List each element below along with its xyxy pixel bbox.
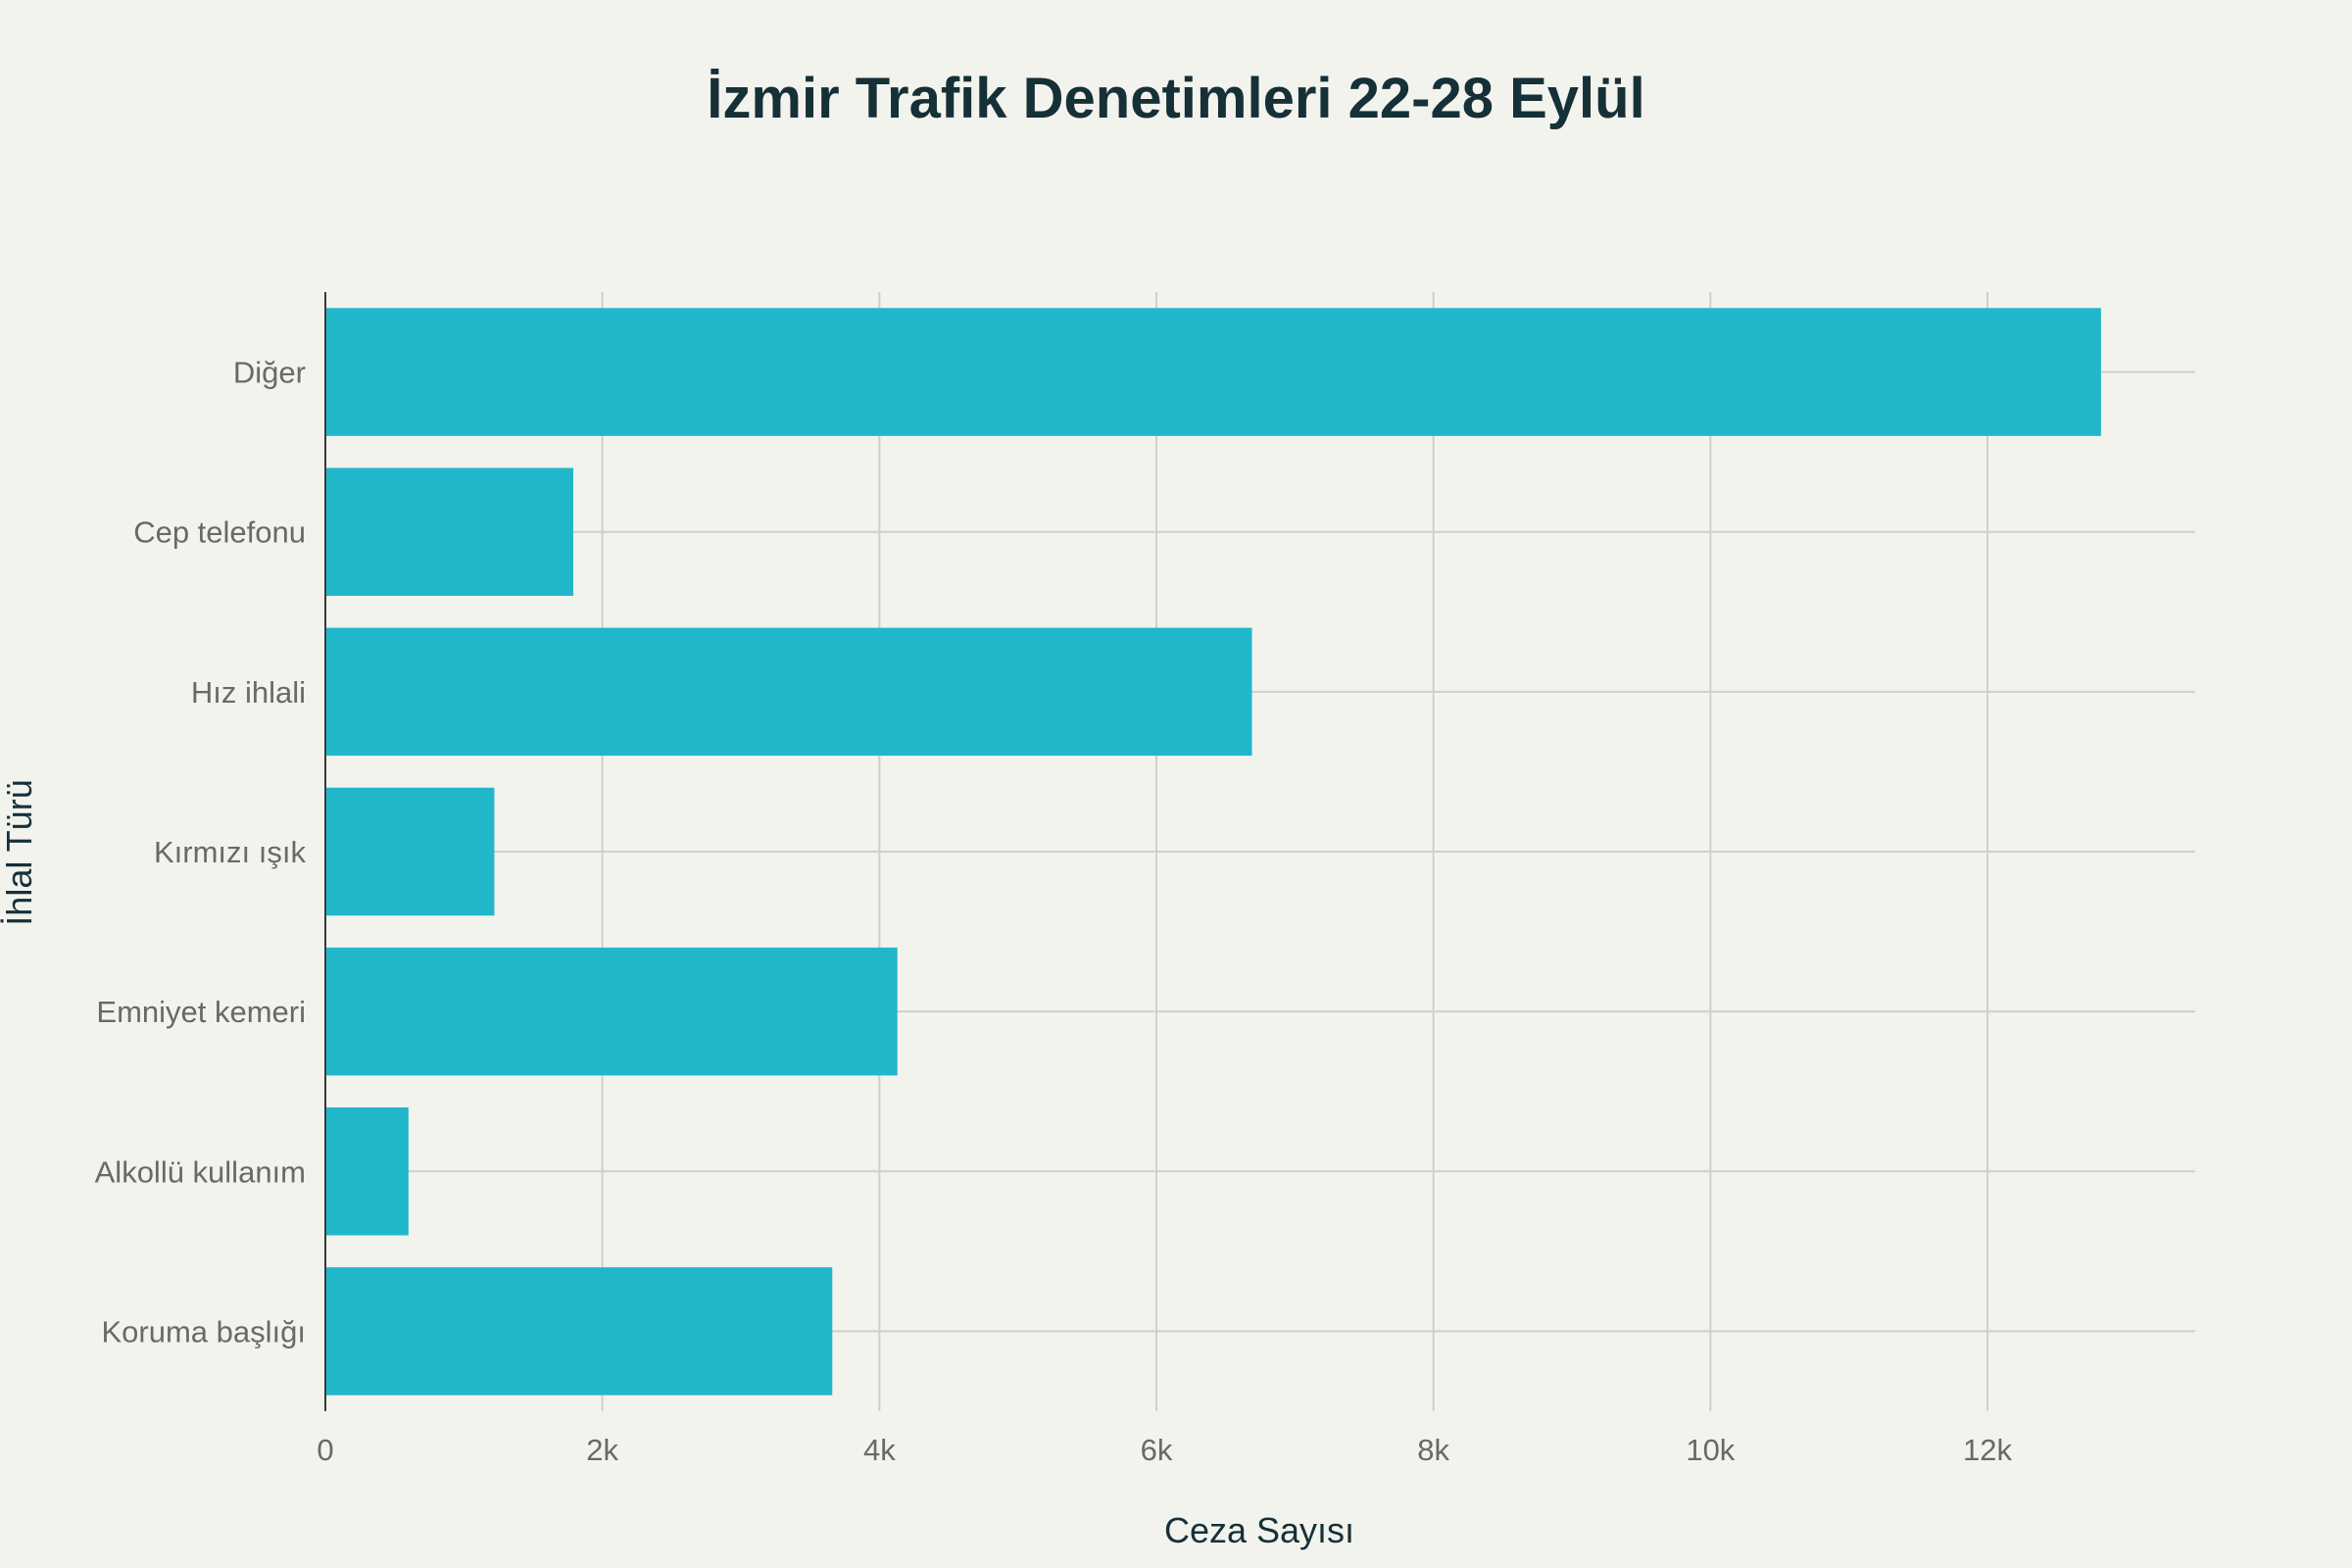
bar	[325, 1267, 833, 1396]
x-tick-label: 8k	[1417, 1433, 1449, 1467]
y-axis-title: İhlal Türü	[0, 779, 39, 925]
y-tick-label: Emniyet kemeri	[96, 995, 306, 1029]
gridlines	[325, 292, 2195, 1411]
y-tick-label: Cep telefonu	[133, 515, 306, 550]
y-tick-label: Hız ihlali	[191, 675, 306, 710]
bar	[325, 1107, 409, 1236]
y-tick-label: Diğer	[233, 356, 306, 390]
x-axis-title: Ceza Sayısı	[1164, 1510, 1354, 1550]
bar	[325, 467, 573, 596]
y-tick-label: Alkollü kullanım	[95, 1154, 306, 1189]
bar	[325, 787, 495, 916]
bar	[325, 308, 2101, 436]
bars	[325, 308, 2101, 1396]
x-tick-label: 2k	[586, 1433, 618, 1467]
bar	[325, 627, 1252, 757]
x-tick-label: 4k	[863, 1433, 896, 1467]
bar	[325, 947, 898, 1076]
x-tick-label: 6k	[1141, 1433, 1173, 1467]
x-tick-label: 10k	[1686, 1433, 1735, 1467]
x-tick-label: 0	[317, 1433, 333, 1467]
x-tick-label: 12k	[1963, 1433, 2012, 1467]
y-tick-label: Koruma başlığı	[102, 1314, 307, 1348]
x-tick-labels: 0 2k 4k 6k 8k 10k 12k	[317, 1433, 2012, 1467]
y-tick-labels: Diğer Cep telefonu Hız ihlali Kırmızı ışık E…	[95, 356, 307, 1349]
y-tick-label: Kırmızı ışık	[154, 835, 307, 869]
chart-title: İzmir Trafik Denetimleri 22-28 Eylül	[707, 67, 1644, 130]
